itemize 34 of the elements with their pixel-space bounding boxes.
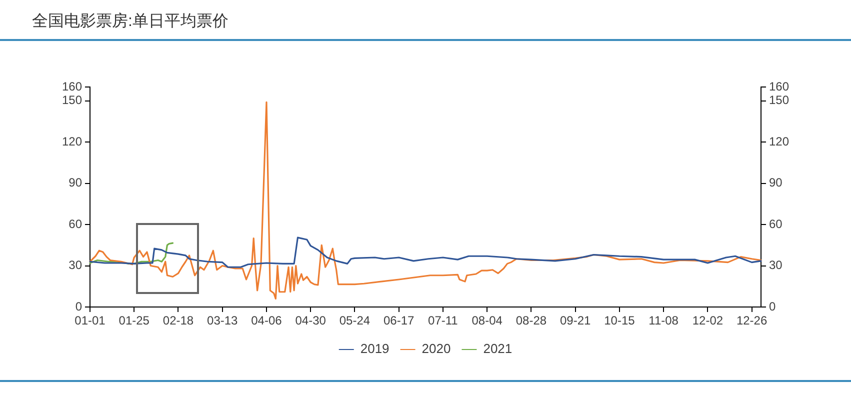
y-tick-label: 60	[68, 216, 82, 231]
x-tick-label: 12-02	[692, 314, 724, 328]
x-tick-label: 07-11	[428, 314, 458, 328]
y2-tick-label: 90	[769, 176, 783, 190]
y-tick-label: 90	[68, 176, 82, 190]
x-tick-label: 08-04	[472, 314, 503, 328]
y2-tick-label: 0	[769, 299, 776, 314]
y2-tick-label: 60	[769, 216, 783, 231]
x-tick-label: 04-30	[295, 314, 326, 328]
x-tick-label: 05-24	[339, 314, 370, 328]
y2-tick-label: 120	[769, 134, 790, 148]
y-tick-label: 30	[68, 258, 82, 272]
x-tick-label: 01-01	[74, 314, 106, 328]
legend-label: 2020	[422, 341, 451, 356]
x-tick-label: 11-08	[648, 314, 679, 328]
x-tick-label: 04-06	[251, 314, 282, 328]
y-tick-label: 0	[75, 299, 82, 314]
y2-tick-label: 160	[769, 79, 790, 94]
legend-label: 2021	[483, 341, 512, 356]
y-tick-label: 160	[62, 79, 82, 94]
x-tick-label: 09-21	[560, 314, 591, 328]
chart-title: 全国电影票房:单日平均票价	[32, 12, 228, 32]
legend-label: 2019	[360, 341, 390, 356]
y2-tick-label: 30	[769, 258, 783, 272]
x-tick-label: 12-26	[736, 314, 768, 328]
y-tick-label: 120	[62, 134, 82, 148]
x-tick-label: 06-17	[383, 314, 415, 328]
y-tick-label: 150	[62, 93, 82, 108]
x-tick-label: 08-28	[516, 314, 547, 328]
x-tick-label: 02-18	[162, 314, 194, 328]
y2-tick-label: 150	[769, 93, 790, 108]
x-tick-label: 01-25	[118, 314, 150, 328]
x-tick-label: 10-15	[604, 314, 636, 328]
x-tick-label: 03-13	[207, 314, 238, 328]
